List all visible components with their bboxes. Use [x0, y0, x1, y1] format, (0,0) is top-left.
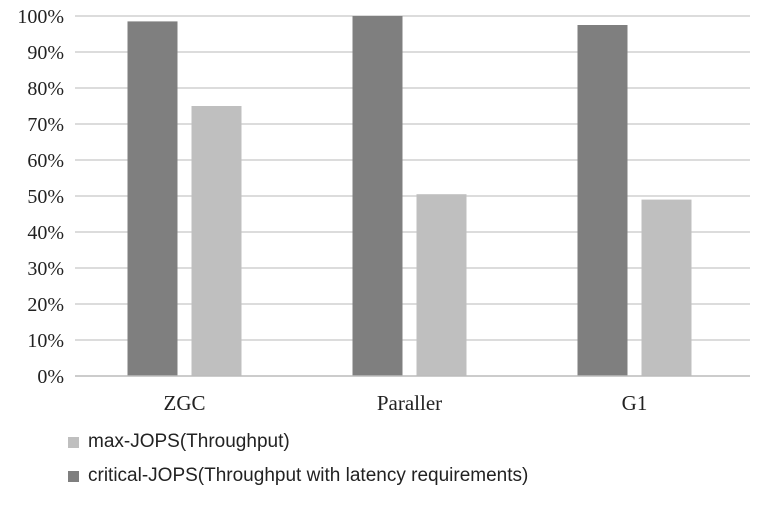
bar-chart: 0% 10% 20% 30% 40% 50% 60% 70% 80% 90% 100% ZGC Par… [17, 6, 750, 415]
y-tick-label: 20% [27, 294, 64, 316]
legend-item-max-jops: max-JOPS(Throughput) [68, 425, 528, 459]
x-category-label: ZGC [164, 391, 206, 415]
x-category-label: G1 [622, 391, 648, 415]
y-tick-label: 90% [27, 42, 64, 64]
y-tick-label: 10% [27, 330, 64, 352]
legend: max-JOPS(Throughput) critical-JOPS(Throu… [68, 425, 528, 493]
bar-g1-max-jops [641, 199, 692, 376]
y-tick-label: 80% [27, 78, 64, 100]
y-axis-ticks: 0% 10% 20% 30% 40% 50% 60% 70% 80% 90% 100% [17, 6, 64, 388]
bar-paraller-max-jops [416, 194, 467, 376]
y-tick-label: 50% [27, 186, 64, 208]
legend-item-critical-jops: critical-JOPS(Throughput with latency re… [68, 459, 528, 493]
bar-paraller-critical-jops [352, 16, 403, 376]
legend-label-critical-jops: critical-JOPS(Throughput with latency re… [88, 465, 529, 486]
x-axis-categories: ZGC Paraller G1 [164, 391, 648, 415]
bar-g1-critical-jops [577, 25, 628, 376]
bar-zgc-critical-jops [127, 21, 178, 377]
legend-swatch-max-jops [68, 436, 79, 448]
legend-swatch-critical-jops [68, 470, 79, 482]
y-tick-label: 30% [27, 258, 64, 280]
bar-zgc-max-jops [191, 106, 242, 376]
x-category-label: Paraller [377, 391, 442, 415]
y-tick-label: 100% [17, 6, 64, 28]
y-tick-label: 60% [27, 150, 64, 172]
y-tick-label: 40% [27, 222, 64, 244]
legend-label-max-jops: max-JOPS(Throughput) [88, 431, 290, 452]
bars [127, 16, 692, 377]
y-tick-label: 70% [27, 114, 64, 136]
y-tick-label: 0% [37, 366, 64, 388]
gridlines [75, 15, 750, 341]
